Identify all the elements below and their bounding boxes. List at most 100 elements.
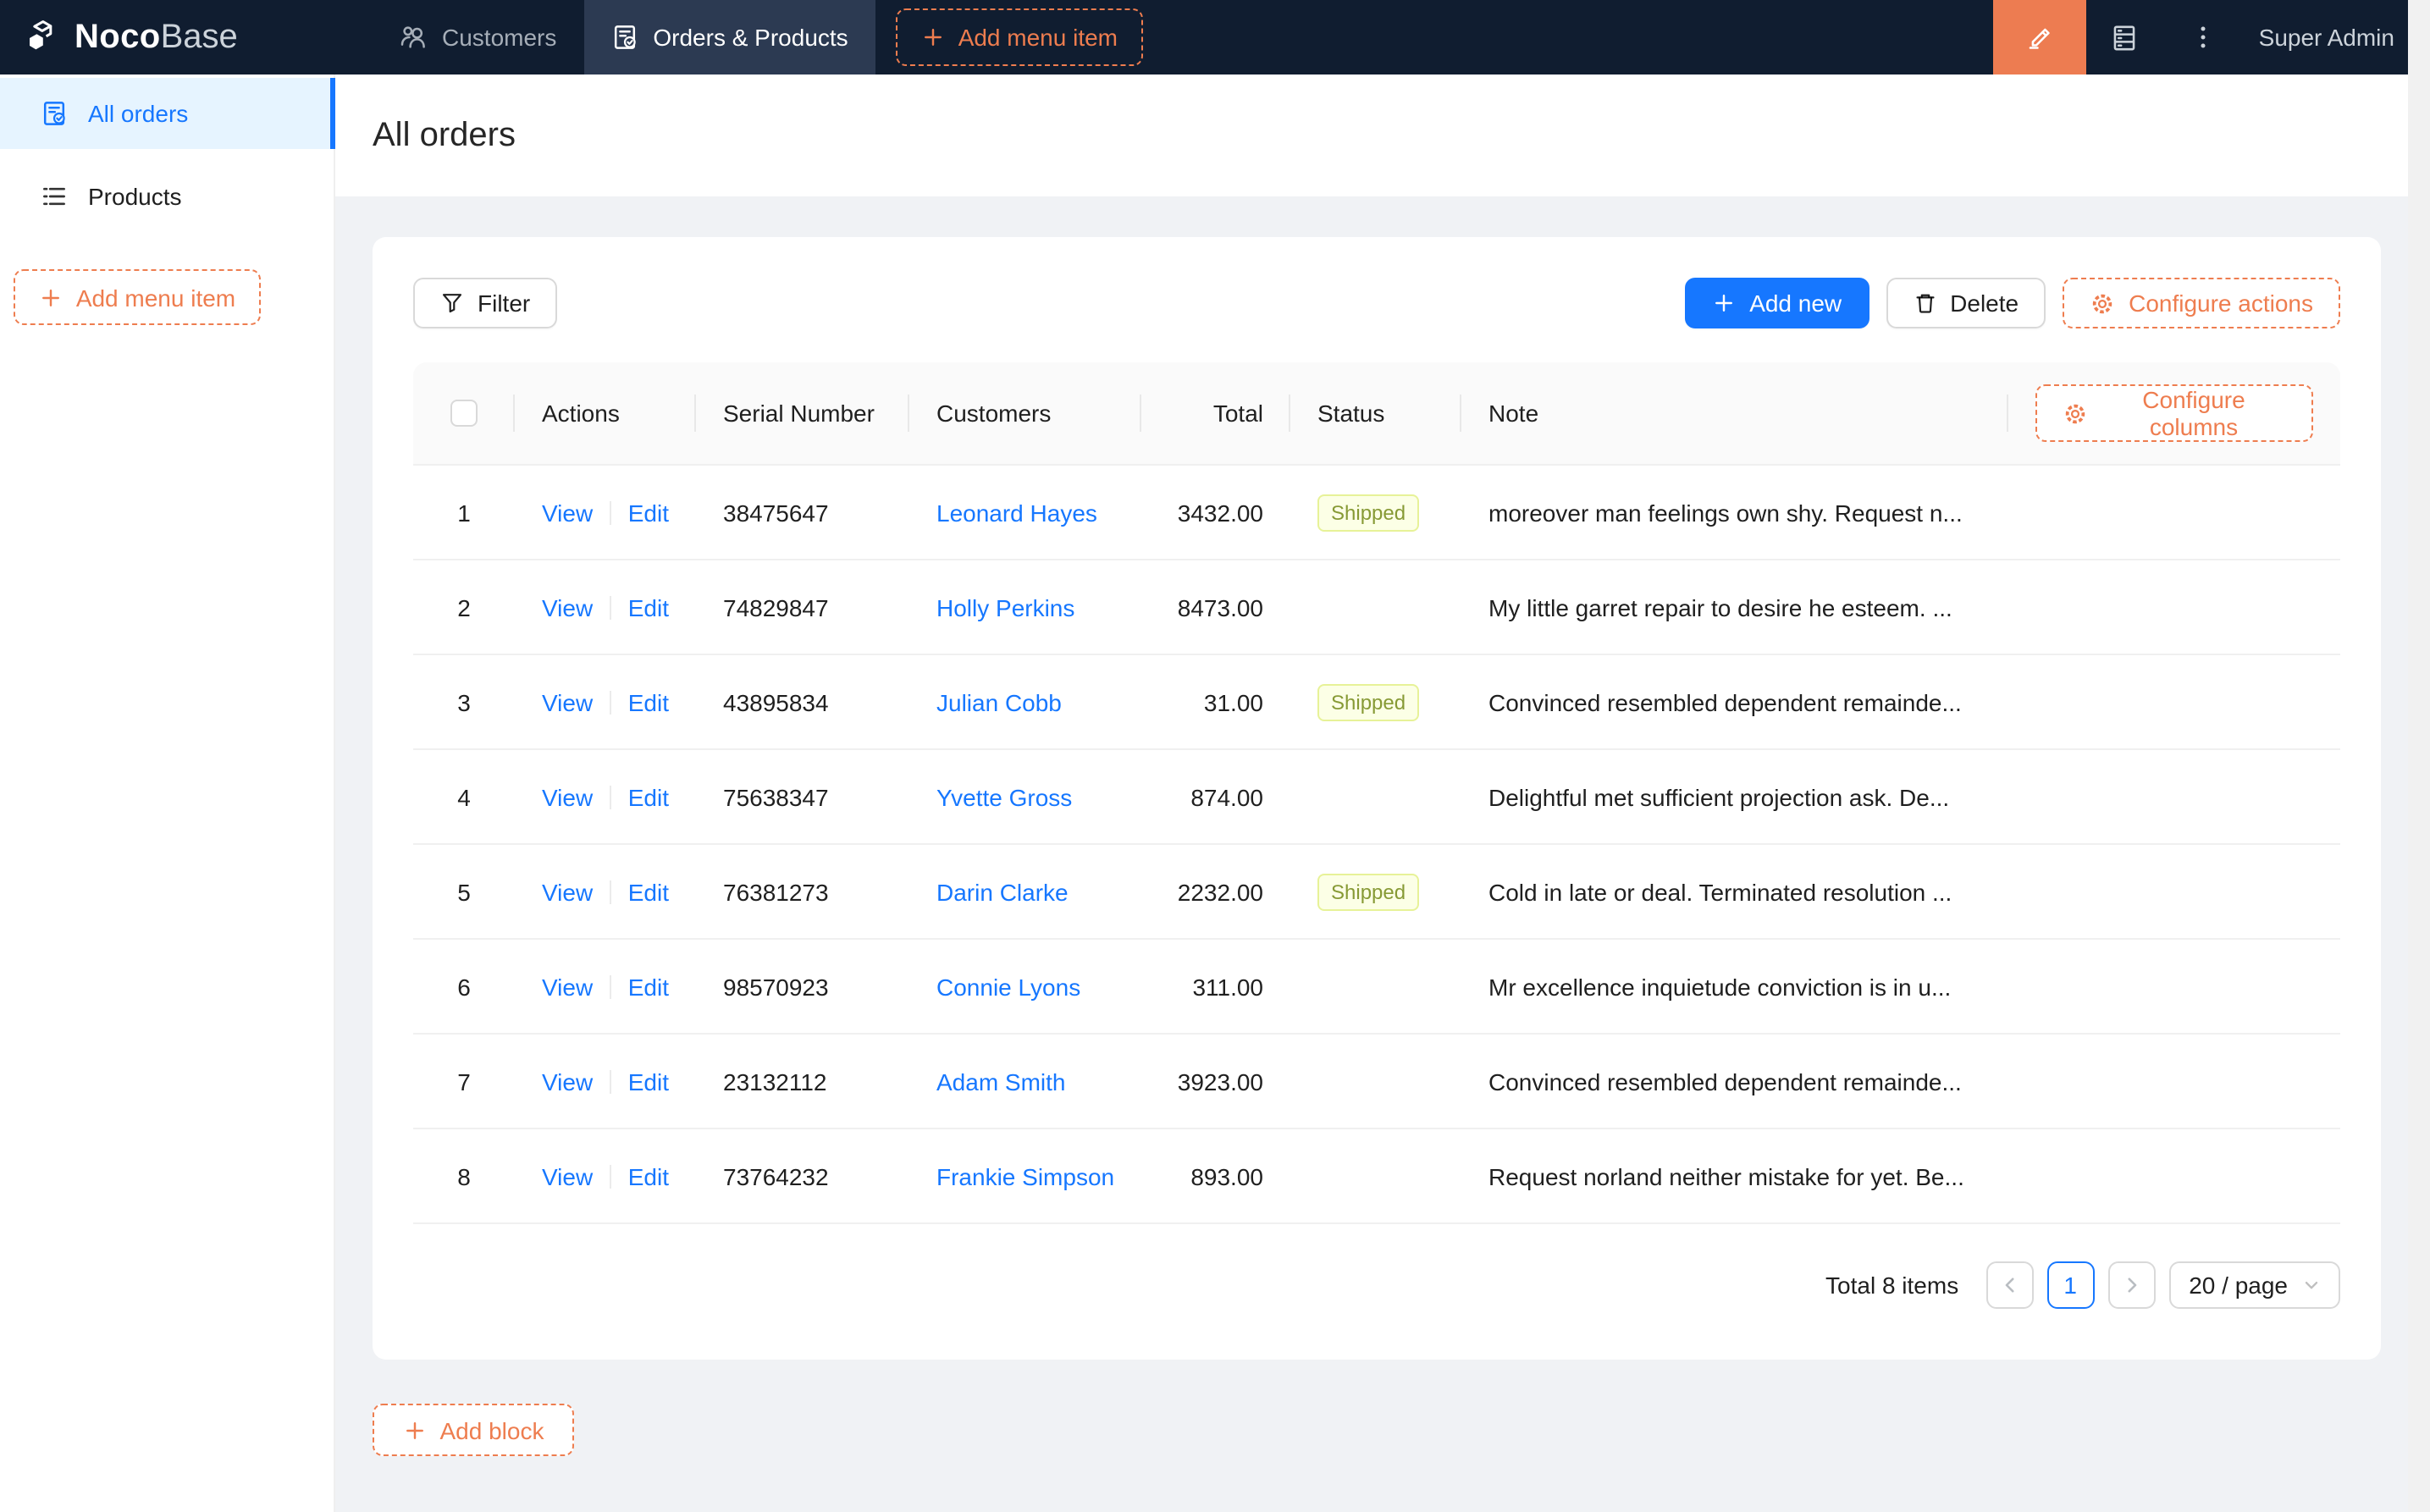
- column-header-status: Status: [1317, 400, 1385, 427]
- sidebar-item-products[interactable]: Products: [0, 161, 334, 232]
- nav-tab-orders-products[interactable]: Orders & Products: [583, 0, 875, 74]
- sidebar-add-menu-item-button[interactable]: Add menu item: [14, 269, 261, 325]
- chevron-down-icon: [2303, 1277, 2320, 1294]
- pagination-page-1[interactable]: 1: [2046, 1261, 2095, 1309]
- add-new-button[interactable]: Add new: [1685, 278, 1869, 328]
- view-link[interactable]: View: [542, 593, 594, 621]
- nav-tab-label: Orders & Products: [653, 24, 848, 51]
- delete-button[interactable]: Delete: [1886, 278, 2046, 328]
- current-user[interactable]: Super Admin: [2258, 24, 2394, 51]
- add-block-button[interactable]: Add block: [373, 1404, 574, 1456]
- table-header-row: Actions Serial Number Customers Total St…: [413, 362, 2340, 466]
- action-divider: [610, 1164, 611, 1188]
- row-index: 5: [457, 878, 471, 905]
- sidebar-item-all-orders[interactable]: All orders: [0, 78, 335, 149]
- column-header-total: Total: [1212, 400, 1263, 427]
- action-divider: [610, 1069, 611, 1093]
- table-row[interactable]: 1 View Edit 38475647 Leonard Hayes 3432.…: [413, 466, 2340, 560]
- brand-name: NocoBase: [75, 18, 238, 55]
- order-note: Request norland neither mistake for yet.…: [1488, 1162, 1964, 1189]
- file-done-icon: [41, 100, 68, 127]
- edit-link[interactable]: Edit: [627, 973, 669, 1000]
- column-header-note: Note: [1488, 400, 1539, 427]
- view-link[interactable]: View: [542, 1162, 594, 1189]
- configure-columns-button[interactable]: Configure columns: [2035, 384, 2313, 442]
- row-index: 8: [457, 1162, 471, 1189]
- ellipsis-icon: [2190, 24, 2217, 51]
- table-row[interactable]: 7 View Edit 23132112 Adam Smith 3923.00 …: [413, 1035, 2340, 1129]
- table-row[interactable]: 8 View Edit 73764232 Frankie Simpson 893…: [413, 1129, 2340, 1224]
- pagination-next-button[interactable]: [2107, 1261, 2156, 1309]
- customer-link[interactable]: Holly Perkins: [936, 593, 1075, 621]
- page-size-select[interactable]: 20 / page: [2168, 1261, 2340, 1309]
- select-all-checkbox[interactable]: [450, 400, 478, 427]
- sidebar: All orders Products Add menu item: [0, 74, 335, 1512]
- customer-link[interactable]: Darin Clarke: [936, 878, 1069, 905]
- serial-number: 75638347: [723, 783, 829, 810]
- ui-editor-button[interactable]: [1992, 0, 2086, 74]
- view-link[interactable]: View: [542, 973, 594, 1000]
- order-total: 31.00: [1203, 688, 1263, 715]
- table-row[interactable]: 3 View Edit 43895834 Julian Cobb 31.00 S…: [413, 655, 2340, 750]
- table-row[interactable]: 2 View Edit 74829847 Holly Perkins 8473.…: [413, 560, 2340, 655]
- column-header-actions: Actions: [542, 400, 620, 427]
- table-row[interactable]: 5 View Edit 76381273 Darin Clarke 2232.0…: [413, 845, 2340, 940]
- plus-icon: [403, 1418, 427, 1442]
- row-index: 1: [457, 499, 471, 526]
- action-divider: [610, 974, 611, 998]
- edit-link[interactable]: Edit: [627, 688, 669, 715]
- customer-link[interactable]: Julian Cobb: [936, 688, 1062, 715]
- serial-number: 23132112: [723, 1068, 827, 1095]
- orders-table: Actions Serial Number Customers Total St…: [413, 362, 2340, 1224]
- view-link[interactable]: View: [542, 783, 594, 810]
- edit-link[interactable]: Edit: [627, 783, 669, 810]
- view-link[interactable]: View: [542, 878, 594, 905]
- view-link[interactable]: View: [542, 688, 594, 715]
- customer-link[interactable]: Frankie Simpson: [936, 1162, 1115, 1189]
- table-row[interactable]: 6 View Edit 98570923 Connie Lyons 311.00…: [413, 940, 2340, 1035]
- edit-link[interactable]: Edit: [627, 878, 669, 905]
- order-total: 874.00: [1190, 783, 1263, 810]
- pagination-prev-button[interactable]: [1985, 1261, 2034, 1309]
- view-link[interactable]: View: [542, 499, 594, 526]
- more-actions-button[interactable]: [2164, 0, 2242, 74]
- edit-link[interactable]: Edit: [627, 1068, 669, 1095]
- main-area: All orders Filter: [335, 74, 2430, 1512]
- row-index: 3: [457, 688, 471, 715]
- nav-tab-customers[interactable]: Customers: [373, 0, 583, 74]
- brand-logo[interactable]: NocoBase: [0, 0, 373, 74]
- customer-link[interactable]: Yvette Gross: [936, 783, 1073, 810]
- chevron-left-icon: [1999, 1275, 2019, 1295]
- plus-icon: [1712, 291, 1736, 315]
- vertical-scrollbar[interactable]: [2408, 0, 2430, 1512]
- row-actions: View Edit: [515, 783, 696, 810]
- customer-link[interactable]: Connie Lyons: [936, 973, 1081, 1000]
- row-actions: View Edit: [515, 973, 696, 1000]
- file-done-icon: [610, 24, 638, 51]
- filter-button[interactable]: Filter: [413, 278, 558, 328]
- chevron-right-icon: [2121, 1275, 2141, 1295]
- column-header-customers: Customers: [936, 400, 1052, 427]
- edit-link[interactable]: Edit: [627, 499, 669, 526]
- view-link[interactable]: View: [542, 1068, 594, 1095]
- customer-link[interactable]: Leonard Hayes: [936, 499, 1097, 526]
- edit-link[interactable]: Edit: [627, 1162, 669, 1189]
- order-total: 2232.00: [1177, 878, 1263, 905]
- row-actions: View Edit: [515, 1068, 696, 1095]
- edit-link[interactable]: Edit: [627, 593, 669, 621]
- action-divider: [610, 785, 611, 808]
- orders-table-block: Filter Add new De: [373, 237, 2381, 1360]
- sidebar-menu: All orders Products: [0, 74, 335, 232]
- table-row[interactable]: 4 View Edit 75638347 Yvette Gross 874.00…: [413, 750, 2340, 845]
- nav-add-menu-item-button[interactable]: Add menu item: [895, 8, 1144, 66]
- page-header: All orders: [335, 74, 2430, 196]
- serial-number: 98570923: [723, 973, 829, 1000]
- customer-link[interactable]: Adam Smith: [936, 1068, 1066, 1095]
- configure-actions-button[interactable]: Configure actions: [2063, 278, 2340, 328]
- order-note: Delightful met sufficient projection ask…: [1488, 783, 1950, 810]
- plugins-button[interactable]: [2086, 0, 2164, 74]
- plus-icon: [39, 285, 63, 309]
- serial-number: 76381273: [723, 878, 829, 905]
- row-index: 4: [457, 783, 471, 810]
- order-total: 8473.00: [1177, 593, 1263, 621]
